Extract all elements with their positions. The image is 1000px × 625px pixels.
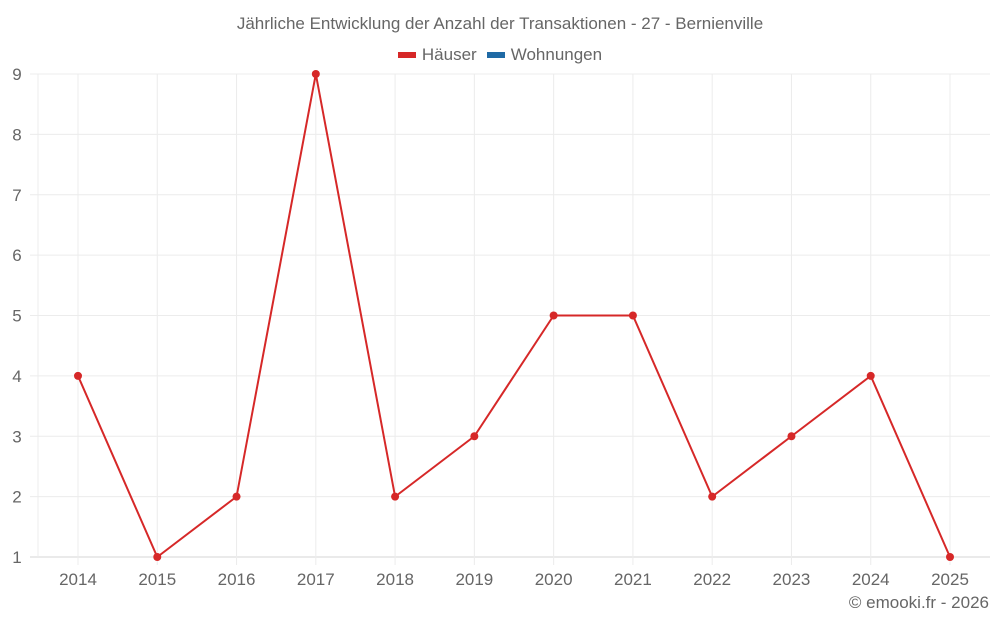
data-point[interactable] xyxy=(628,311,637,320)
data-point[interactable] xyxy=(153,553,162,561)
x-tick-label: 2016 xyxy=(218,570,256,589)
y-tick-label: 3 xyxy=(12,427,21,446)
data-point[interactable] xyxy=(946,553,954,561)
y-tick-label: 7 xyxy=(12,186,21,205)
x-tick-label: 2017 xyxy=(297,570,335,589)
x-tick-label: 2023 xyxy=(773,570,811,589)
legend-label-haeuser: Häuser xyxy=(421,45,477,64)
data-point[interactable] xyxy=(311,70,320,78)
data-point[interactable] xyxy=(866,371,875,380)
y-tick-label: 5 xyxy=(12,307,21,326)
data-point[interactable] xyxy=(708,492,717,501)
x-tick-label: 2018 xyxy=(376,570,414,589)
y-tick-label: 8 xyxy=(12,125,21,144)
data-point[interactable] xyxy=(391,492,400,501)
y-tick-label: 4 xyxy=(12,367,21,386)
chart-legend: Häuser Wohnungen xyxy=(0,45,1000,65)
y-tick-label: 6 xyxy=(12,246,21,265)
y-tick-label: 1 xyxy=(12,548,21,567)
y-axis: 1 2 3 4 5 6 7 8 9 xyxy=(12,65,21,567)
x-tick-label: 2020 xyxy=(535,570,573,589)
legend-swatch-haeuser-icon xyxy=(397,52,416,58)
y-tick-label: 2 xyxy=(12,488,21,507)
x-tick-label: 2015 xyxy=(138,570,176,589)
data-point[interactable] xyxy=(74,371,82,380)
data-point[interactable] xyxy=(549,311,558,320)
credit-text: © emooki.fr - 2026 xyxy=(848,593,989,612)
legend-item-haeuser[interactable]: Häuser xyxy=(397,45,477,65)
legend-item-wohnungen[interactable]: Wohnungen xyxy=(486,45,603,65)
x-tick-label: 2022 xyxy=(693,570,731,589)
x-tick-label: 2014 xyxy=(59,570,97,589)
chart-title: Jährliche Entwicklung der Anzahl der Tra… xyxy=(236,14,764,33)
data-point[interactable] xyxy=(470,432,479,441)
series-haeuser xyxy=(74,70,954,561)
x-tick-label: 2019 xyxy=(455,570,493,589)
legend-label-wohnungen: Wohnungen xyxy=(510,45,603,64)
x-axis: 2014 2015 2016 2017 2018 2019 2020 2021 2022 2023… xyxy=(59,570,969,589)
y-tick-label: 9 xyxy=(12,65,21,84)
x-tick-label: 2021 xyxy=(614,570,652,589)
x-tick-label: 2024 xyxy=(852,570,890,589)
x-tick-label: 2025 xyxy=(931,570,969,589)
data-point[interactable] xyxy=(232,492,241,501)
grid-lines xyxy=(30,73,990,565)
legend-swatch-wohnungen-icon xyxy=(486,52,505,58)
data-point[interactable] xyxy=(787,432,796,441)
series-line xyxy=(77,73,951,558)
